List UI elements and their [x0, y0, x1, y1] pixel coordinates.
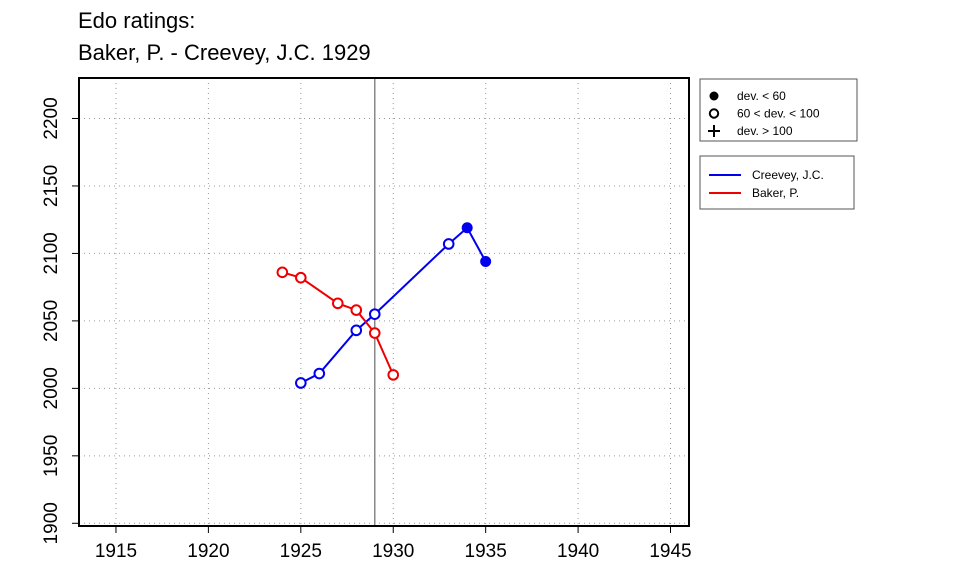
x-tick-label: 1930	[372, 541, 414, 562]
chart-title-line1: Edo ratings:	[78, 8, 196, 33]
marker-legend: dev. < 60 60 < dev. < 100 dev. > 100	[699, 78, 858, 142]
chart-title-line2: Baker, P. - Creevey, J.C. 1929	[78, 40, 371, 65]
marker-legend-label: 60 < dev. < 100	[737, 107, 820, 121]
y-tick-label: 2050	[41, 300, 62, 342]
x-tick-label: 1935	[465, 541, 507, 562]
series-legend-label: Creevey, J.C.	[752, 168, 824, 182]
data-point-open	[350, 324, 363, 337]
series-legend: Creevey, J.C. Baker, P.	[699, 155, 855, 210]
y-tick-label: 2200	[41, 97, 62, 139]
data-point-filled	[480, 256, 492, 268]
series-line	[282, 271, 395, 376]
y-tick-label: 1950	[41, 435, 62, 477]
series-creevey-j-c	[295, 222, 492, 389]
y-tick-label: 2150	[41, 165, 62, 207]
data-point-open	[368, 308, 381, 320]
x-tick-label: 1940	[557, 541, 599, 562]
data-point-open	[295, 271, 307, 284]
marker-legend-label: dev. > 100	[737, 124, 793, 138]
data-point-open	[350, 304, 363, 316]
series-legend-frame	[699, 155, 855, 210]
x-tick-label: 1945	[649, 541, 691, 562]
series-legend-label: Baker, P.	[752, 186, 799, 200]
data-point-open	[387, 369, 400, 381]
data-point-open	[295, 377, 307, 389]
series-line	[300, 226, 487, 384]
y-tick-label: 1900	[41, 502, 62, 544]
series-baker-p	[276, 266, 400, 381]
marker-legend-frame	[699, 78, 858, 142]
plot-frame	[78, 77, 690, 527]
x-tick-label: 1920	[187, 541, 229, 562]
legend-marker-open	[708, 108, 720, 119]
y-tick-label: 2100	[41, 232, 62, 274]
x-tick-label: 1925	[280, 541, 322, 562]
legend-marker-filled	[709, 91, 719, 101]
data-point-open	[442, 238, 455, 250]
data-point-open	[331, 297, 344, 310]
x-tick-label: 1915	[95, 541, 137, 562]
data-point-filled	[461, 222, 473, 234]
data-point-open	[313, 367, 326, 380]
marker-legend-label: dev. < 60	[737, 89, 786, 103]
data-point-open	[368, 327, 381, 339]
data-point-open	[276, 266, 289, 279]
y-tick-label: 2000	[41, 367, 62, 409]
